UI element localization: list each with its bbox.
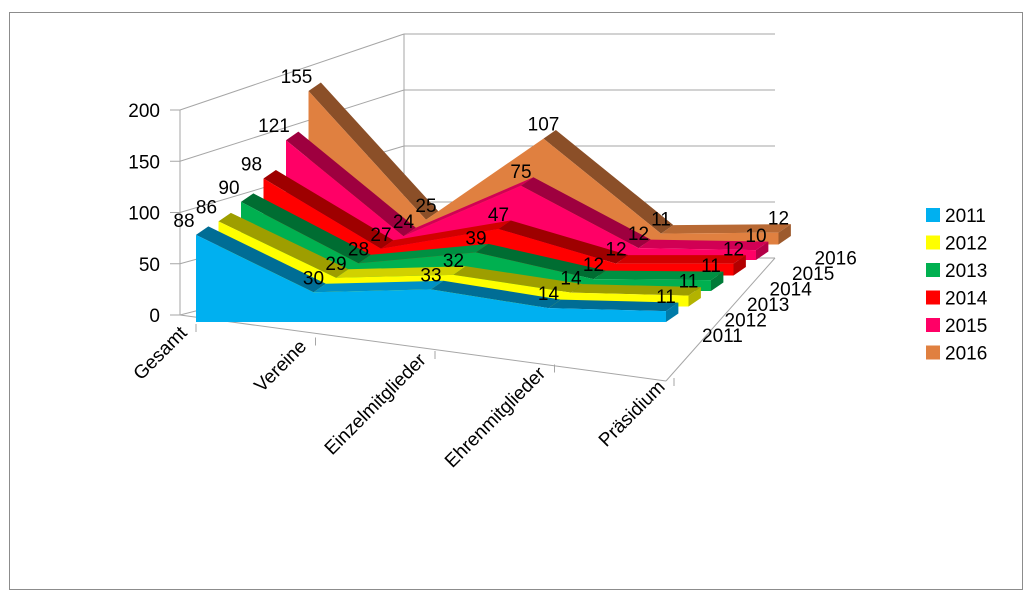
y-tick-label: 150 [128,152,160,173]
category-label: Gesamt [130,322,192,384]
legend-label: 2015 [945,316,987,337]
data-label: 12 [723,240,744,261]
data-label: 107 [528,115,560,136]
data-label: 33 [420,265,441,286]
legend-label: 2014 [945,289,988,310]
data-label: 12 [583,255,604,276]
data-label: 11 [656,287,676,308]
data-label: 29 [325,254,346,275]
y-tick-label: 50 [139,255,160,276]
data-label: 90 [218,178,239,199]
data-label: 14 [538,284,560,305]
data-label: 27 [370,225,391,246]
y-tick-label: 0 [149,306,160,327]
legend-swatch [926,263,940,277]
data-label: 12 [605,240,626,261]
data-label: 39 [465,228,486,249]
legend: 2011 2012 2013 2014 2015 2016 [926,206,988,365]
data-label: 88 [173,211,194,232]
data-label: 75 [510,162,531,183]
y-tick-label: 100 [128,204,160,225]
legend-swatch [926,208,940,222]
data-label: 25 [415,196,436,217]
data-label: 86 [196,197,217,218]
data-label: 32 [443,251,464,272]
depth-axis-label: 2011 [702,326,743,347]
data-label: 121 [258,116,290,137]
category-label: Präsidium [595,377,670,452]
data-label: 47 [488,205,509,226]
data-label: 30 [303,268,324,289]
data-label: 10 [745,226,766,247]
category-label: Einzelmitglieder [321,349,431,459]
data-label: 28 [348,239,369,260]
category-label: Vereine [251,336,311,396]
category-label: Ehrenmitglieder [441,363,550,472]
y-tick-label: 200 [128,101,160,122]
legend-swatch [926,346,940,360]
data-label: 155 [281,67,313,88]
data-label: 11 [679,272,699,293]
data-label: 12 [628,224,649,245]
data-label: 14 [560,269,582,290]
legend-swatch [926,291,940,305]
data-label: 98 [241,154,262,175]
legend-label: 2016 [945,344,987,365]
data-label: 11 [701,256,721,277]
data-label: 12 [768,209,789,230]
legend-label: 2013 [945,261,987,282]
data-label: 11 [651,210,671,231]
legend-swatch [926,318,940,332]
legend-label: 2012 [945,234,987,255]
legend-label: 2011 [945,206,986,227]
data-label: 24 [393,212,415,233]
legend-swatch [926,236,940,250]
